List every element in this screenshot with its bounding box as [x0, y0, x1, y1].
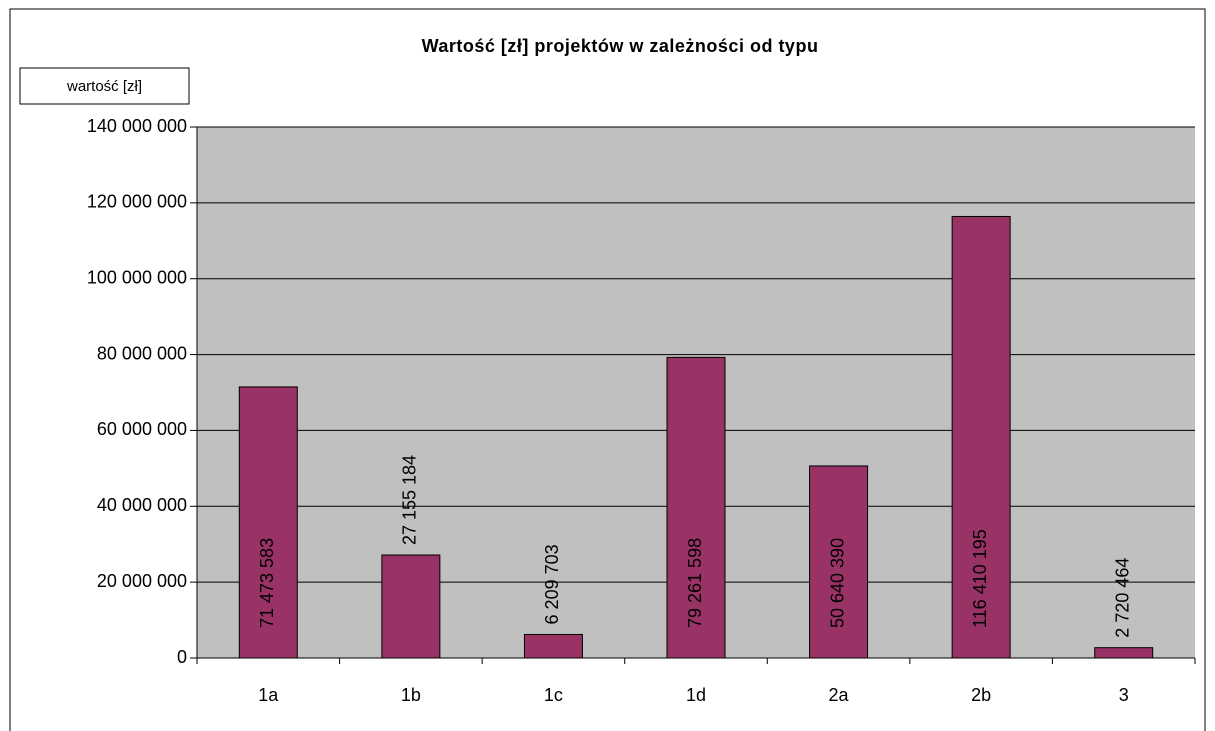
- y-tick-label: 100 000 000: [87, 267, 187, 287]
- value-label: 2 720 464: [1112, 558, 1132, 638]
- bar: [951, 215, 1011, 659]
- value-label: 27 155 184: [400, 455, 420, 545]
- bar: [666, 356, 726, 659]
- y-tick-label: 40 000 000: [97, 495, 187, 515]
- value-label: 50 640 390: [827, 538, 847, 628]
- value-label: 116 410 195: [970, 529, 990, 628]
- bar: [1094, 647, 1154, 659]
- y-tick-label: 60 000 000: [97, 419, 187, 439]
- y-tick-label: 120 000 000: [87, 192, 187, 212]
- y-tick-label: 0: [177, 647, 187, 667]
- x-tick-label: 1c: [544, 685, 563, 705]
- y-label-box: [19, 67, 190, 105]
- x-tick-label: 2a: [829, 685, 850, 705]
- x-tick-label: 1d: [686, 685, 706, 705]
- chart-title: Wartość [zł] projektów w zależności od t…: [422, 36, 819, 56]
- value-label: 79 261 598: [685, 538, 705, 628]
- value-label: 71 473 583: [257, 538, 277, 628]
- x-tick-label: 1b: [401, 685, 421, 705]
- y-tick-label: 20 000 000: [97, 571, 187, 591]
- y-tick-label: 140 000 000: [87, 116, 187, 136]
- bar: [381, 554, 441, 659]
- y-axis-label: wartość [zł]: [66, 78, 142, 95]
- value-label: 6 209 703: [542, 544, 562, 624]
- bar: [238, 386, 298, 659]
- x-tick-label: 3: [1119, 685, 1129, 705]
- x-tick-label: 2b: [971, 685, 991, 705]
- bar: [809, 465, 869, 659]
- x-tick-label: 1a: [258, 685, 279, 705]
- y-tick-label: 80 000 000: [97, 343, 187, 363]
- bar: [523, 633, 583, 659]
